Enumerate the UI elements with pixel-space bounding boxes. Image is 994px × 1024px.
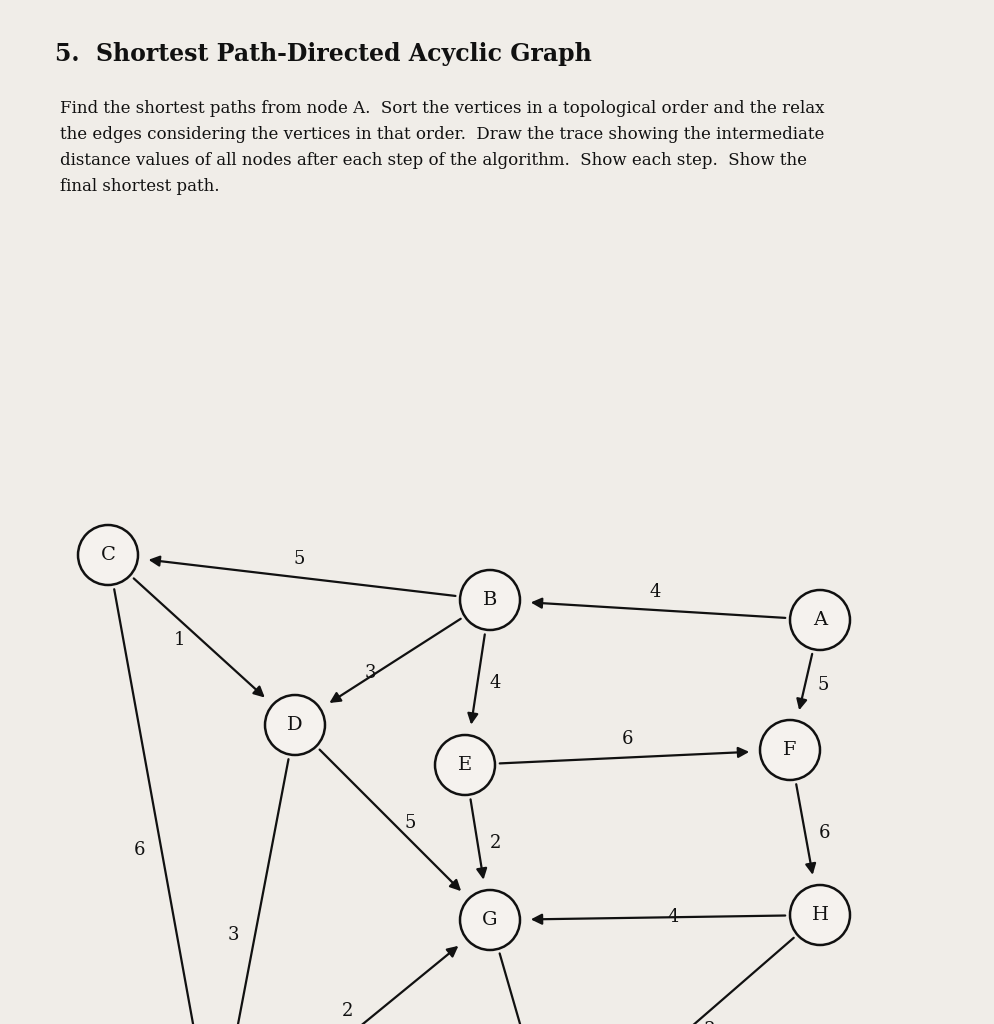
Text: 2: 2 xyxy=(490,834,501,852)
Circle shape xyxy=(265,695,325,755)
Text: A: A xyxy=(813,611,827,629)
Text: C: C xyxy=(100,546,115,564)
Text: B: B xyxy=(483,591,497,609)
Circle shape xyxy=(435,735,495,795)
Text: 4: 4 xyxy=(667,908,679,927)
Circle shape xyxy=(460,890,520,950)
Text: 6: 6 xyxy=(134,841,145,859)
Text: 1: 1 xyxy=(174,631,185,649)
Text: 6: 6 xyxy=(819,823,831,842)
Text: 6: 6 xyxy=(622,730,633,749)
Text: the edges considering the vertices in that order.  Draw the trace showing the in: the edges considering the vertices in th… xyxy=(60,126,824,143)
Text: D: D xyxy=(287,716,303,734)
Circle shape xyxy=(78,525,138,585)
Text: F: F xyxy=(783,741,797,759)
Circle shape xyxy=(460,570,520,630)
Text: Find the shortest paths from node A.  Sort the vertices in a topological order a: Find the shortest paths from node A. Sor… xyxy=(60,100,824,117)
Text: 5: 5 xyxy=(293,551,305,568)
Text: G: G xyxy=(482,911,498,929)
Circle shape xyxy=(790,590,850,650)
Circle shape xyxy=(760,720,820,780)
Text: 5: 5 xyxy=(817,676,829,694)
Text: distance values of all nodes after each step of the algorithm.  Show each step. : distance values of all nodes after each … xyxy=(60,152,807,169)
Circle shape xyxy=(790,885,850,945)
Text: E: E xyxy=(458,756,472,774)
Text: 3: 3 xyxy=(704,1021,716,1024)
Text: H: H xyxy=(811,906,829,924)
Text: 2: 2 xyxy=(342,1001,353,1020)
Text: 4: 4 xyxy=(649,583,661,601)
Text: 5: 5 xyxy=(405,813,416,831)
Text: 3: 3 xyxy=(228,926,239,944)
Text: 3: 3 xyxy=(365,664,377,682)
Text: final shortest path.: final shortest path. xyxy=(60,178,220,195)
Text: 4: 4 xyxy=(490,674,501,691)
Text: 5.  Shortest Path-Directed Acyclic Graph: 5. Shortest Path-Directed Acyclic Graph xyxy=(55,42,591,66)
